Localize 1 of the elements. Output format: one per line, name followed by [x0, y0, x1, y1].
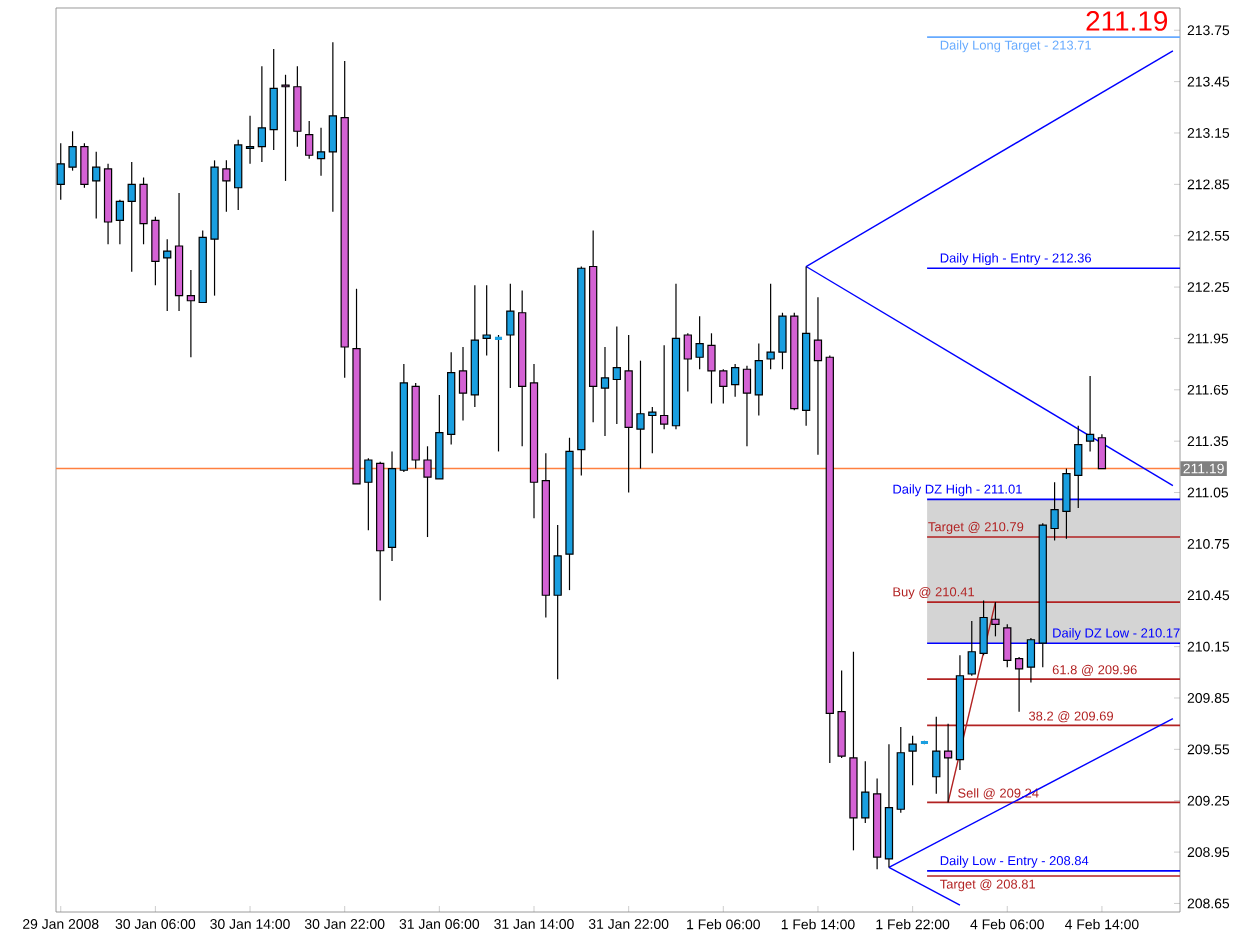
chart-title: 211.19 [1086, 11, 1168, 31]
